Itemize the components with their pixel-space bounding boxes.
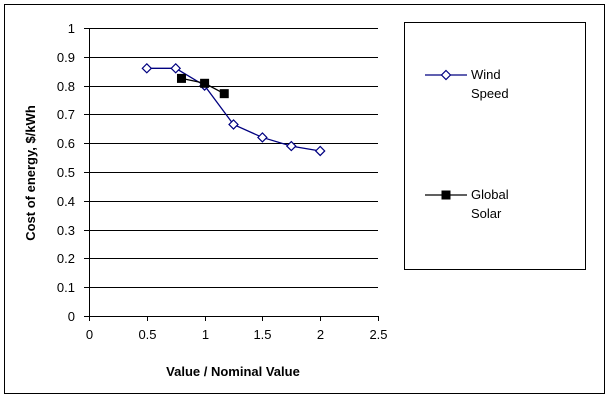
legend: Wind Speed Global Solar (404, 22, 586, 270)
y-tick-label: 0.6 (57, 136, 75, 151)
series-layer (141, 62, 326, 157)
data-point (314, 145, 326, 157)
y-tick-label: 0.2 (57, 251, 75, 266)
legend-marker (441, 190, 451, 200)
legend-label: Solar (471, 206, 502, 221)
y-tick-label: 0.8 (57, 79, 75, 94)
y-tick-label: 0.3 (57, 223, 75, 238)
y-tick-label: 0.5 (57, 165, 75, 180)
data-point (219, 89, 229, 99)
legend-box (404, 22, 586, 270)
data-point (200, 78, 210, 88)
data-point (285, 140, 297, 152)
data-point (257, 132, 268, 143)
legend-label: Speed (471, 86, 509, 101)
legend-label: Global (471, 187, 509, 202)
y-tick-label: 0.7 (57, 107, 75, 122)
y-tick-label: 0.1 (57, 280, 75, 295)
x-tick-label: 1 (202, 327, 209, 342)
legend-items: Wind Speed Global Solar (425, 67, 509, 221)
x-tick-label: 1.5 (253, 327, 271, 342)
y-tick-label: 0 (68, 309, 75, 324)
gridlines (89, 28, 378, 288)
y-tick-label: 0.4 (57, 194, 75, 209)
legend-label: Wind (471, 67, 501, 82)
data-point (170, 62, 182, 74)
x-axis-title: Value / Nominal Value (166, 364, 300, 379)
data-point (141, 62, 153, 74)
y-tick-label: 1 (68, 21, 75, 36)
data-point (228, 119, 239, 130)
x-tick-label: 2.5 (369, 327, 387, 342)
tick-labels: 0 0.1 0.2 0.3 0.4 0.5 0.6 0.7 0.8 0.9 1 0 0.5 1 1.5 2 2.… (57, 21, 388, 342)
x-tick-label: 2 (317, 327, 324, 342)
y-axis-title: Cost of energy, $/kWh (23, 105, 38, 241)
x-tick-label: 0 (86, 327, 93, 342)
x-tick-label: 0.5 (138, 327, 156, 342)
y-tick-label: 0.9 (57, 50, 75, 65)
axes (84, 28, 379, 321)
legend-marker (440, 69, 452, 81)
data-point (176, 73, 186, 83)
